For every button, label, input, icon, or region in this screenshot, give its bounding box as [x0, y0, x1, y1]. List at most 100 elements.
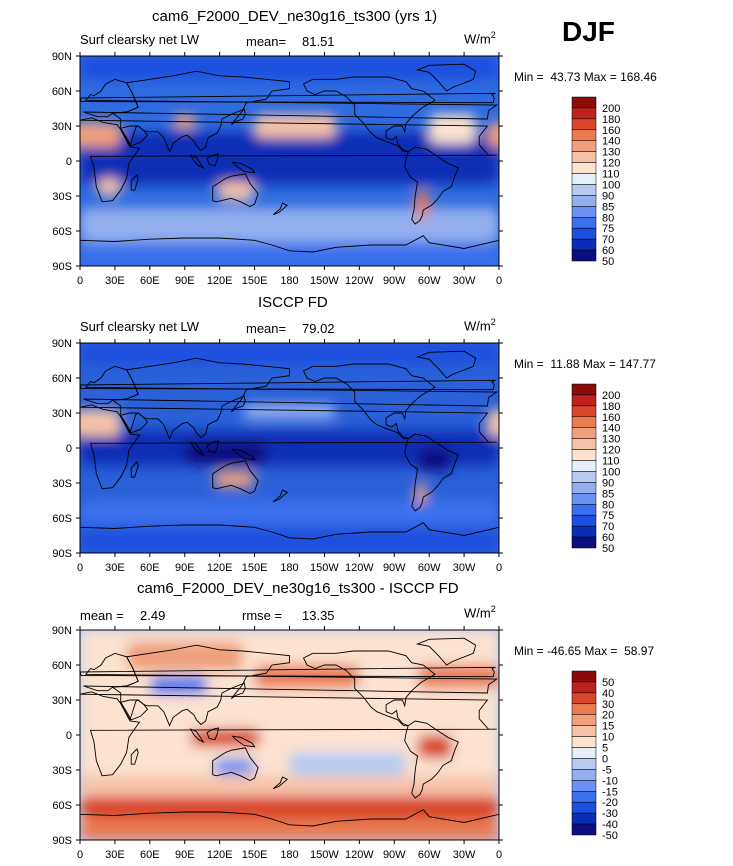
map-2-lon-label: 30E — [105, 562, 125, 574]
map-3-lat-label: 90S — [52, 835, 72, 847]
field-sahara-wrap — [80, 122, 121, 147]
colorbar-1-tick-label: 100 — [602, 179, 620, 191]
coastline-africa — [80, 117, 497, 203]
coastline-asia — [111, 70, 290, 153]
field-s_pacific — [289, 752, 406, 776]
map-2-lon-label: 90E — [175, 562, 195, 574]
map-3-lon-label: 90E — [175, 849, 195, 861]
map-panel-1 — [80, 56, 499, 266]
map-2-lon-label: 60E — [140, 562, 160, 574]
colorbar-3-segment — [571, 780, 597, 792]
colorbar-1-segment — [571, 118, 597, 131]
map-2-lon-label: 150W — [310, 562, 339, 574]
colorbar-3-tick-label: 0 — [602, 753, 608, 765]
field-arctic — [80, 343, 499, 364]
map-2-lon-label: 120W — [345, 562, 374, 574]
colorbar-3-segment — [571, 681, 597, 694]
colorbar-1-segment — [571, 238, 597, 251]
colorbar-1-tick-label: 85 — [602, 201, 614, 213]
map-3-lat-label: 30S — [52, 765, 72, 777]
coastline-borneo — [206, 153, 220, 167]
colorbar-2-tick-label: 90 — [602, 477, 614, 489]
coastline-nz — [272, 202, 289, 216]
coastline-sumatra — [189, 441, 205, 457]
colorbar-2-segment — [571, 482, 597, 494]
colorbar-2-tick-label: 120 — [602, 445, 620, 457]
map-2-coastlines — [80, 350, 499, 553]
map-1-lon-label: 60E — [140, 275, 160, 287]
field-antarctic — [80, 245, 499, 266]
map-1-lat-label: 60S — [52, 226, 72, 238]
colorbar-2-tick-label: 140 — [602, 423, 620, 435]
panel-1-title: cam6_F2000_DEV_ne30g16_ts300 (yrs 1) — [152, 8, 438, 25]
map-3-lat-label: 60N — [52, 660, 72, 672]
coastline-japan — [230, 394, 246, 413]
colorbar-1-segment — [571, 140, 597, 152]
coastline-africa — [80, 404, 497, 490]
map-3-lon-label: 0 — [496, 849, 502, 861]
map-3-lon-label: 60W — [418, 849, 441, 861]
field-tibet — [149, 676, 209, 695]
field-amazon — [417, 448, 453, 472]
colorbar-1-segment — [571, 107, 597, 120]
field-sahara-wrap — [80, 409, 121, 437]
colorbar-3-segment — [571, 791, 597, 803]
coastline-australia — [212, 747, 259, 782]
colorbar-3-tick-label: -20 — [602, 797, 618, 809]
map-3-lat-label: 0 — [66, 730, 72, 742]
map-3-field — [80, 630, 499, 840]
colorbar-1-segment — [571, 227, 597, 240]
colorbar-2-tick-label: 60 — [602, 532, 614, 544]
colorbar-2-segment — [571, 449, 597, 461]
panel-2-title: ISCCP FD — [258, 294, 328, 311]
colorbar-3-tick-label: -15 — [602, 786, 618, 798]
map-2-lon-label: 0 — [77, 562, 83, 574]
coastline-antarctica — [80, 522, 499, 553]
colorbar-1-tick-label: 80 — [602, 212, 614, 224]
field-amazon — [417, 735, 453, 759]
panel-3-title: cam6_F2000_DEV_ne30g16_ts300 - ISCCP FD — [137, 580, 459, 597]
coastline-uk — [80, 379, 496, 391]
colorbar-1-segment — [571, 173, 597, 185]
panel-2-mean-value: 79.02 — [302, 321, 335, 336]
coastline-newguinea — [231, 448, 256, 461]
coastline-europe — [83, 365, 499, 407]
colorbar-2-tick-label: 200 — [602, 390, 620, 402]
season-label: DJF — [562, 16, 615, 47]
coastline-asia — [111, 357, 290, 440]
map-1-lat-label: 90N — [52, 51, 72, 63]
map-3-lon-label: 150W — [310, 849, 339, 861]
map-panel-2 — [80, 343, 499, 553]
field-patagonia — [415, 190, 430, 220]
colorbar-1-segment — [571, 129, 597, 141]
map-2-lon-label: 120E — [207, 562, 233, 574]
colorbar-1-tick-label: 75 — [602, 223, 614, 235]
field-warm_pool — [184, 442, 267, 466]
coastline-europe — [83, 78, 499, 120]
map-3-lon-label: 120E — [207, 849, 233, 861]
colorbar-1-tick-label: 180 — [602, 114, 620, 126]
colorbar-3-tick-label: 40 — [602, 688, 614, 700]
map-1-lon-label: 90E — [175, 275, 195, 287]
coastline-samerica — [404, 720, 459, 799]
map-3-lon-label: 0 — [77, 849, 83, 861]
panel-3-mean-label: mean = — [80, 608, 124, 623]
colorbar-1-segment — [571, 195, 597, 207]
colorbar-1-segment — [571, 151, 597, 163]
map-3-lat-label: 30N — [52, 695, 72, 707]
coastline-japan — [230, 107, 246, 126]
panel-2-variable-label: Surf clearsky net LW — [80, 319, 199, 334]
map-2-lon-label: 60W — [418, 562, 441, 574]
coastline-greenland — [415, 63, 477, 92]
coastline-namerica — [302, 650, 436, 727]
colorbar-3-tick-label: -10 — [602, 775, 618, 787]
map-1-lon-label: 90W — [383, 275, 406, 287]
coastline-arabia — [119, 125, 149, 147]
panel-3-rmse-label: rmse = — [242, 608, 283, 623]
colorbar-1-segment — [571, 217, 597, 229]
colorbar-2-tick-label: 85 — [602, 488, 614, 500]
coastline-sumatra — [189, 154, 205, 170]
panel-3-mean-value: 2.49 — [140, 608, 166, 623]
colorbar-3-segment — [571, 670, 597, 683]
map-1-lon-label: 60W — [418, 275, 441, 287]
